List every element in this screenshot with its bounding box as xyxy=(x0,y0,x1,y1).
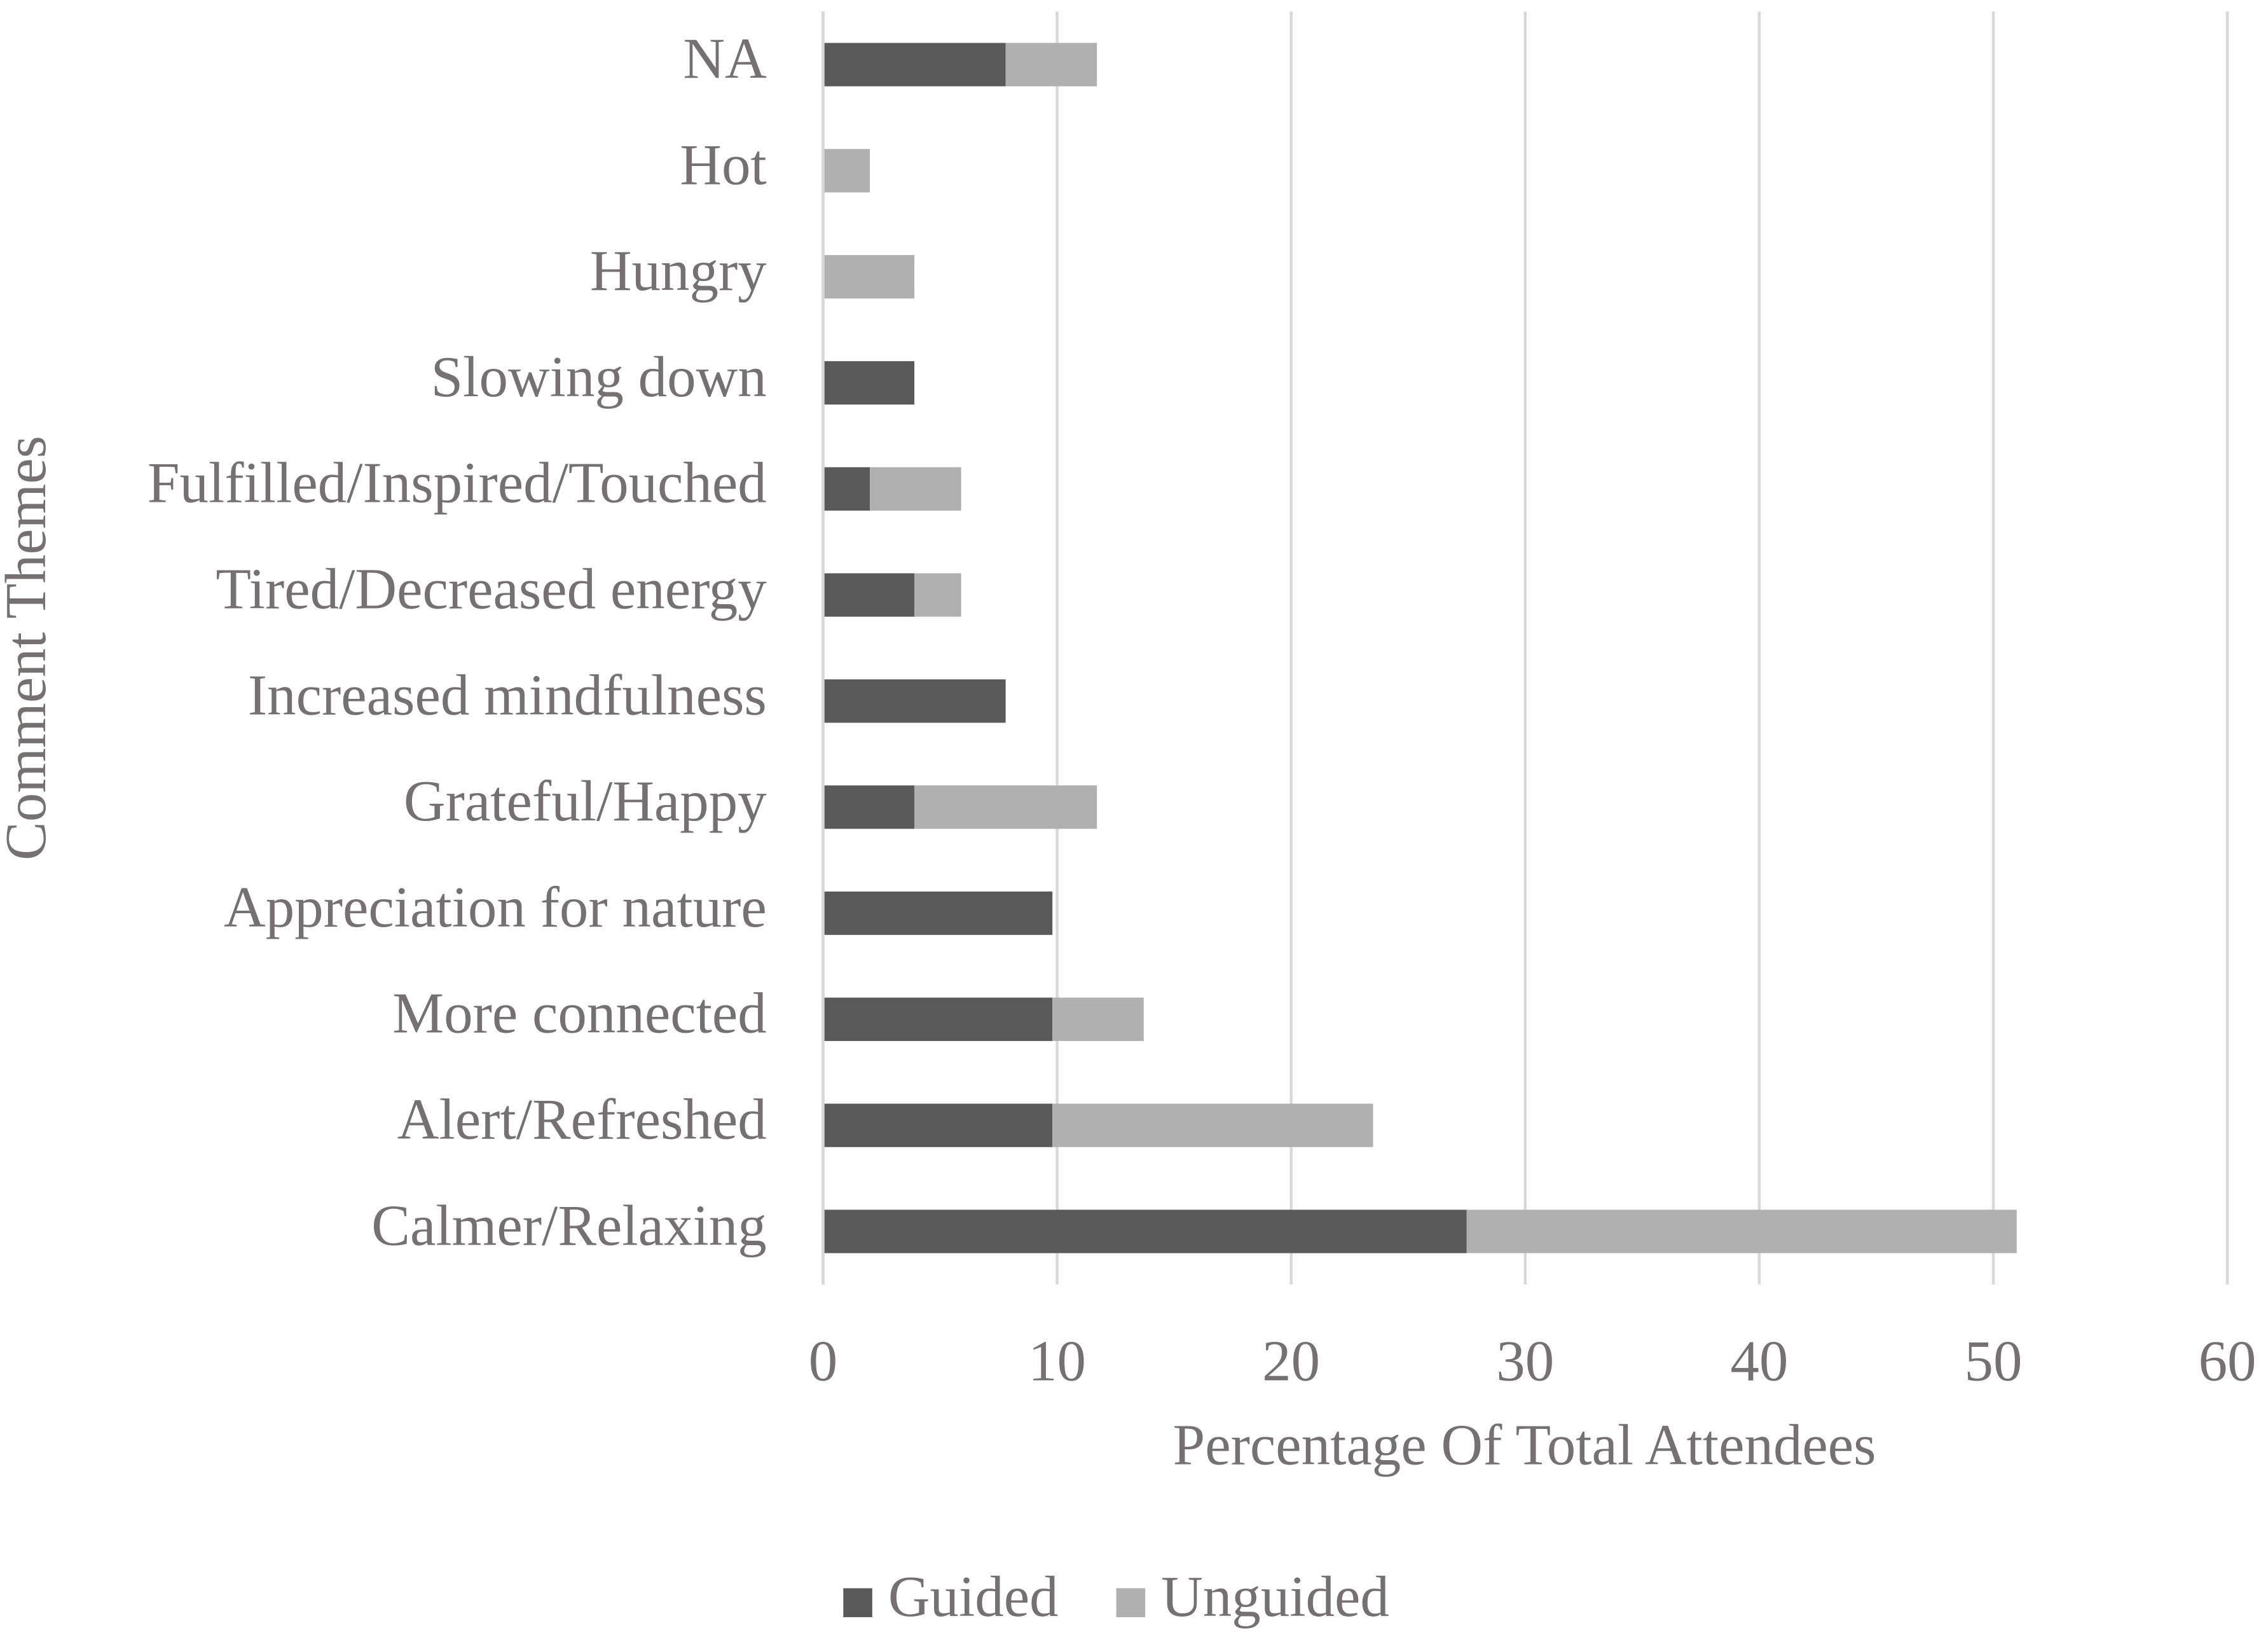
bar-segment xyxy=(823,573,915,617)
legend-swatch xyxy=(843,1588,872,1617)
legend-swatch xyxy=(1116,1588,1146,1617)
x-tick-label: 60 xyxy=(2199,1328,2257,1393)
y-tick-label: Fulfilled/Inspired/Touched xyxy=(148,451,767,515)
bar-segment xyxy=(823,1210,1467,1253)
bar-segment xyxy=(823,997,1053,1041)
bar-segment xyxy=(870,467,961,511)
bar-segment xyxy=(823,43,1006,86)
y-tick-label: Slowing down xyxy=(431,345,767,409)
y-tick-label: Increased mindfulness xyxy=(248,663,767,727)
x-tick-label: 50 xyxy=(1964,1328,2022,1393)
bar-segment xyxy=(1466,1210,2017,1253)
bar-segment xyxy=(914,573,961,617)
y-tick-label: Hungry xyxy=(590,238,767,303)
bar-segment xyxy=(823,1103,1053,1147)
bar-segment xyxy=(823,679,1006,723)
y-axis-label: Comment Themes xyxy=(0,436,58,860)
x-tick-label: 20 xyxy=(1262,1328,1320,1393)
y-tick-label: Tired/Decreased energy xyxy=(216,556,767,621)
y-tick-label: Hot xyxy=(680,132,766,197)
bar-segment xyxy=(823,255,915,299)
bar-segment xyxy=(823,785,915,829)
x-tick-label: 10 xyxy=(1028,1328,1086,1393)
x-tick-label: 0 xyxy=(809,1328,837,1393)
x-axis-label: Percentage Of Total Attendees xyxy=(1173,1412,1876,1477)
bar-segment xyxy=(823,467,870,511)
bar-segment xyxy=(1052,1103,1373,1147)
bar-segment xyxy=(823,891,1053,935)
legend-label: Guided xyxy=(888,1564,1059,1629)
legend-label: Unguided xyxy=(1161,1564,1389,1629)
bar-segment xyxy=(1052,997,1144,1041)
bar-segment xyxy=(914,785,1097,829)
bar-segment xyxy=(1005,43,1097,86)
y-tick-label: Calmer/Relaxing xyxy=(371,1193,766,1257)
y-tick-label: Appreciation for nature xyxy=(224,875,767,939)
bar-segment xyxy=(823,149,870,193)
y-tick-label: NA xyxy=(683,26,767,90)
y-tick-label: Grateful/Happy xyxy=(404,769,767,833)
x-tick-label: 40 xyxy=(1730,1328,1788,1393)
y-tick-label: More connected xyxy=(392,981,766,1045)
bar-segment xyxy=(823,361,915,405)
y-tick-label: Alert/Refreshed xyxy=(397,1087,767,1151)
x-tick-label: 30 xyxy=(1496,1328,1554,1393)
